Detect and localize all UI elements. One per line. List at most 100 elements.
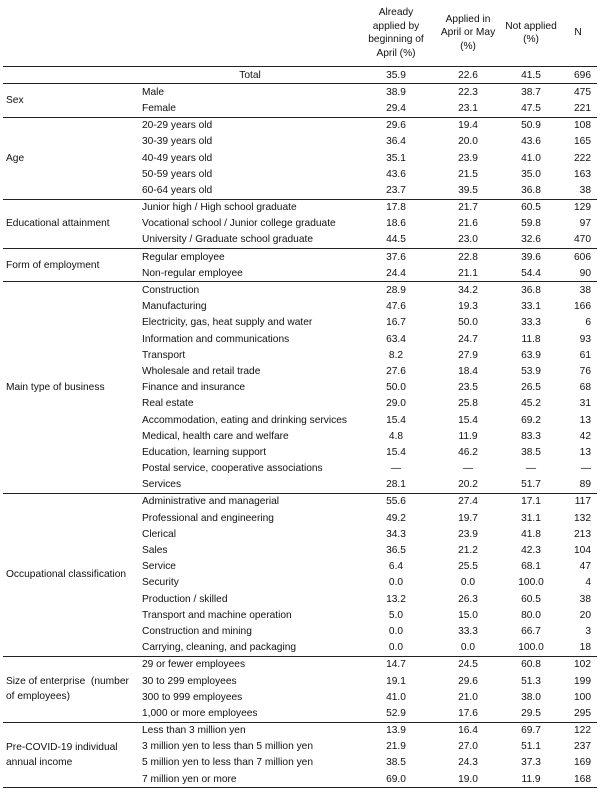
applied-april-may-value: 22.3 xyxy=(458,86,478,98)
already-applied-value: 29.6 xyxy=(386,120,406,132)
group-label: Occupational classification xyxy=(3,493,141,657)
already-applied-value: 29.4 xyxy=(359,100,433,118)
table-row: 300 to 999 employees 41.0 21.0 38.0 100 xyxy=(3,689,597,705)
n-value: 166 xyxy=(574,301,591,313)
table-body: Total 35.9 22.6 41.5 696 Sex Male 38.9 22.3… xyxy=(3,66,597,789)
n-value: 108 xyxy=(574,120,591,132)
applied-april-may-value: 22.8 xyxy=(458,251,478,263)
n-value: 42 xyxy=(579,430,591,442)
header-n: N xyxy=(559,0,597,67)
table-row: 5 million yen to less than 7 million yen… xyxy=(3,755,597,771)
table-row: Accommodation, eating and drinking servi… xyxy=(3,412,597,428)
n-value: 475 xyxy=(574,86,591,98)
already-applied-value: 38.9 xyxy=(386,86,406,98)
not-applied-value: 36.8 xyxy=(503,182,559,200)
not-applied-value: 50.9 xyxy=(521,120,541,132)
already-applied-value: 41.0 xyxy=(386,691,406,703)
table-row: Clerical 34.3 23.9 41.8 213 xyxy=(3,526,597,542)
not-applied-value: 11.9 xyxy=(503,771,559,789)
applied-april-may-value: 19.3 xyxy=(458,301,478,313)
not-applied-value: 32.6 xyxy=(503,231,559,250)
already-applied-value: 17.8 xyxy=(386,202,406,214)
not-applied-value: 53.9 xyxy=(521,365,541,377)
already-applied-value: 0.0 xyxy=(388,577,404,589)
n-value: 221 xyxy=(559,100,597,118)
already-applied-value: 34.3 xyxy=(386,528,406,540)
applied-april-may-value: 20.0 xyxy=(458,136,478,148)
n-value: 13 xyxy=(579,414,591,426)
table-row: 3 million yen to less than 5 million yen… xyxy=(3,739,597,755)
table-row: Sex Male 38.9 22.3 38.7 475 xyxy=(3,83,597,118)
n-value: 76 xyxy=(579,365,591,377)
row-label: 3 million yen to less than 5 million yen xyxy=(142,741,314,753)
not-applied-value: 47.5 xyxy=(503,100,559,118)
table-row: 60-64 years old 23.7 39.5 36.8 38 xyxy=(3,182,597,200)
table-row: Age 20-29 years old 29.6 19.4 50.9 108 xyxy=(3,117,597,200)
not-applied-value: 36.8 xyxy=(521,285,541,297)
applied-april-may-value: 21.0 xyxy=(458,691,478,703)
already-applied-value: 14.7 xyxy=(386,659,406,671)
row-label: Male xyxy=(142,86,165,98)
already-applied-value: 8.2 xyxy=(388,349,404,361)
not-applied-value: 51.3 xyxy=(521,675,541,687)
row-label: Less than 3 million yen xyxy=(142,725,246,737)
not-applied-value: 38.0 xyxy=(521,691,541,703)
already-applied-value: 15.4 xyxy=(386,446,406,458)
applied-april-may-value: 15.4 xyxy=(458,414,478,426)
n-value: 100 xyxy=(574,691,591,703)
n-value: 104 xyxy=(574,545,591,557)
applied-april-may-value: 19.7 xyxy=(458,512,478,524)
row-label: Security xyxy=(142,577,179,589)
row-label: 30-39 years old xyxy=(142,136,213,148)
already-applied-value: 44.5 xyxy=(359,231,433,250)
already-applied-value: 52.9 xyxy=(359,705,433,723)
applied-april-may-value: 27.9 xyxy=(458,349,478,361)
group-label: Age xyxy=(3,117,141,200)
table-row: Information and communications 63.4 24.7 11… xyxy=(3,331,597,347)
applied-april-may-value: 0.0 xyxy=(433,639,503,657)
already-applied-value: 36.4 xyxy=(386,136,406,148)
not-applied-value: 59.8 xyxy=(521,218,541,230)
n-value: 89 xyxy=(559,476,597,494)
table-row: Transport 8.2 27.9 63.9 61 xyxy=(3,347,597,363)
n-value: 18 xyxy=(559,639,597,657)
already-applied-value: 63.4 xyxy=(386,333,406,345)
n-value: 20 xyxy=(579,609,591,621)
not-applied-value: 100.0 xyxy=(518,577,544,589)
already-applied-value: 13.2 xyxy=(386,593,406,605)
table-row: 40-49 years old 35.1 23.9 41.0 222 xyxy=(3,150,597,166)
n-value: 169 xyxy=(574,757,591,769)
not-applied-value: 66.7 xyxy=(521,625,541,637)
already-applied-value: 0.0 xyxy=(388,625,404,637)
table-row: Educational attainment Junior high / High… xyxy=(3,199,597,250)
total-label: Total xyxy=(141,66,359,85)
not-applied-value: 39.6 xyxy=(521,251,541,263)
not-applied-value: 26.5 xyxy=(521,382,541,394)
table-row: Sales 36.5 21.2 42.3 104 xyxy=(3,542,597,558)
total-blank xyxy=(3,66,141,85)
n-value: 165 xyxy=(574,136,591,148)
table-row: Construction and mining 0.0 33.3 66.7 3 xyxy=(3,623,597,639)
not-applied-value: 38.5 xyxy=(521,446,541,458)
n-value: 470 xyxy=(559,231,597,250)
n-value: 47 xyxy=(579,561,591,573)
already-applied-value: — xyxy=(390,463,402,475)
not-applied-value: 37.3 xyxy=(521,757,541,769)
table-row: Form of employment Regular employee 37.6 22… xyxy=(3,248,597,283)
row-label: 30 to 299 employees xyxy=(142,675,237,687)
already-applied-value: 18.6 xyxy=(386,218,406,230)
not-applied-value: 68.1 xyxy=(521,561,541,573)
applied-april-may-value: 23.9 xyxy=(458,528,478,540)
applied-april-may-value: 15.0 xyxy=(458,609,478,621)
table-row: Service 6.4 25.5 68.1 47 xyxy=(3,559,597,575)
applied-april-may-value: 21.7 xyxy=(458,202,478,214)
not-applied-value: 38.7 xyxy=(521,86,541,98)
header-not-applied: Not applied (%) xyxy=(503,0,559,67)
row-label: 50-59 years old xyxy=(142,168,213,180)
not-applied-value: 60.8 xyxy=(521,659,541,671)
group-label: Form of employment xyxy=(3,248,141,283)
row-label: Transport xyxy=(142,349,186,361)
applied-april-may-value: 23.0 xyxy=(433,231,503,250)
not-applied-value: 35.0 xyxy=(521,168,541,180)
row-label: Medical, health care and welfare xyxy=(142,430,289,442)
